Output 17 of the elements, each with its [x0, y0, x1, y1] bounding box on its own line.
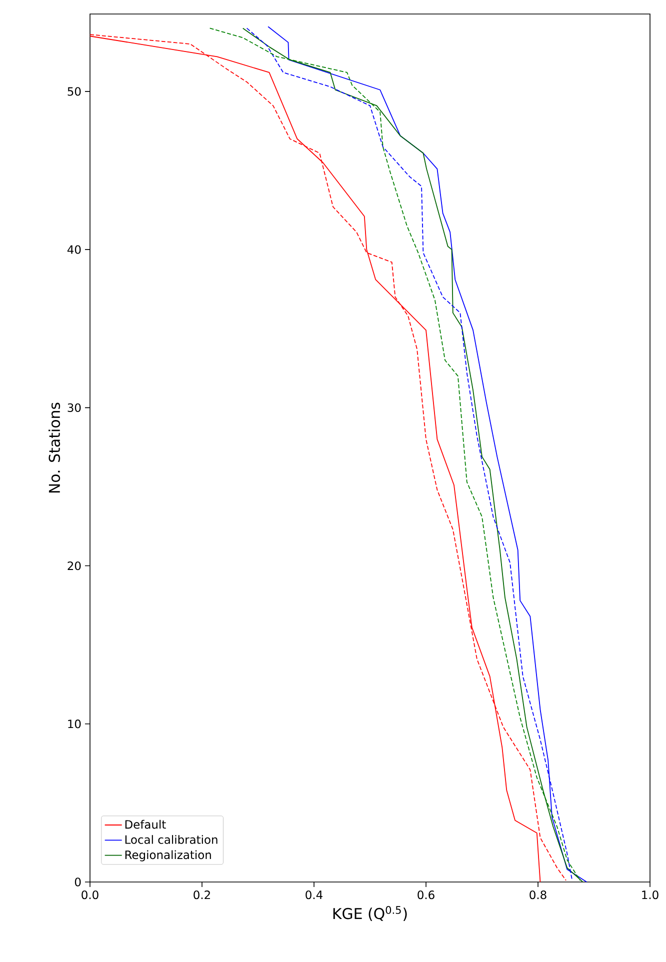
y-tick-label: 20: [68, 561, 81, 570]
x-tick-label: 0.4: [306, 890, 322, 900]
legend-label: Regionalization: [125, 850, 211, 862]
y-tick-label: 40: [67, 245, 81, 254]
x-axis-title: KGE (Q$^{0.5}$): [333, 906, 407, 921]
y-tick-label: 0: [74, 878, 81, 886]
x-tick-label: 1.0: [642, 890, 658, 900]
legend-label: Local calibration: [125, 835, 218, 844]
legend-label: Default: [125, 820, 166, 829]
x-tick-label: 0.2: [194, 890, 210, 900]
x-tick-label: 0.8: [530, 890, 546, 900]
x-tick-label: 0.6: [418, 890, 434, 900]
y-axis-title: No. Stations: [48, 402, 60, 493]
y-tick-label: 50: [68, 87, 81, 96]
x-tick-label: 0.0: [82, 890, 98, 900]
y-tick-label: 30: [68, 403, 81, 412]
y-tick-label: 10: [68, 720, 81, 728]
